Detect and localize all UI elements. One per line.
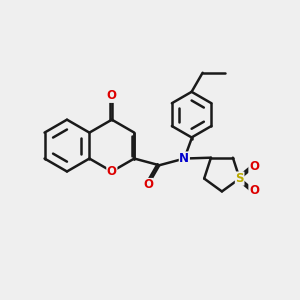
Text: S: S (236, 172, 244, 185)
Text: O: O (143, 178, 153, 191)
Text: O: O (249, 160, 259, 173)
Text: O: O (107, 165, 117, 178)
Text: O: O (107, 89, 117, 102)
Text: N: N (179, 152, 189, 165)
Text: O: O (249, 184, 259, 197)
